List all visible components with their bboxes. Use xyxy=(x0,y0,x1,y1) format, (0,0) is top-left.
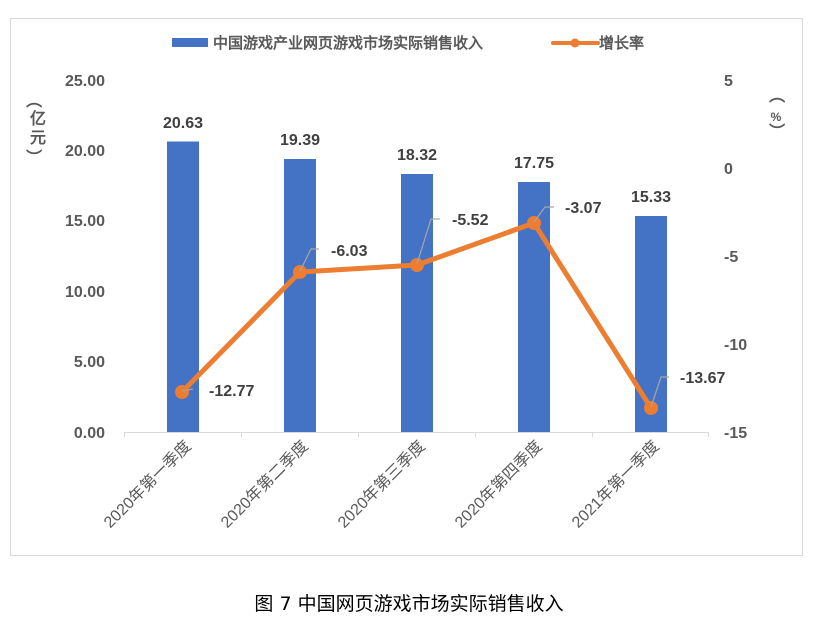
line-value-label: -6.03 xyxy=(331,243,368,260)
x-axis xyxy=(124,432,709,437)
left-tick: 10.00 xyxy=(65,284,105,301)
left-axis-title: （ 亿 元 ） xyxy=(24,92,46,165)
right-axis-ticks: 5 0 -5 -10 -15 xyxy=(724,73,747,442)
bar-q1-2021 xyxy=(635,216,667,432)
right-tick: -15 xyxy=(724,425,747,442)
category-label: 2020年第四季度 xyxy=(451,437,545,531)
bar-q2-2020 xyxy=(284,159,316,432)
bar-value-label: 17.75 xyxy=(514,155,554,172)
legend-line-marker xyxy=(570,38,580,48)
left-tick: 0.00 xyxy=(74,425,105,442)
left-axis-title-paren-open: （ xyxy=(24,92,42,108)
left-tick: 25.00 xyxy=(65,73,105,90)
bar-value-label: 18.32 xyxy=(397,147,437,164)
bar-value-label: 15.33 xyxy=(631,189,671,206)
line-marker xyxy=(644,401,658,415)
right-axis-title-paren-close: ） xyxy=(767,123,785,139)
category-label: 2020年第二季度 xyxy=(217,437,311,531)
bar-value-label: 20.63 xyxy=(163,115,203,132)
line-value-label: -13.67 xyxy=(680,370,725,387)
leader-line xyxy=(650,376,669,408)
bar-labels: 20.63 19.39 18.32 17.75 15.33 xyxy=(163,115,671,206)
right-axis-title-percent: % xyxy=(771,110,782,124)
right-axis-title: （ % ） xyxy=(767,87,785,139)
leader-line xyxy=(181,388,194,392)
line-marker xyxy=(410,258,424,272)
category-label: 2021年第一季度 xyxy=(568,437,662,531)
bar-q3-2020 xyxy=(401,174,433,432)
right-axis-title-paren-open: （ xyxy=(767,87,785,103)
bar-value-label: 19.39 xyxy=(280,132,320,149)
category-label: 2020年第一季度 xyxy=(100,437,194,531)
line-marker xyxy=(175,385,189,399)
line-labels: -12.77 -6.03 -5.52 -3.07 -13.67 xyxy=(209,200,725,400)
category-labels: 2020年第一季度 2020年第二季度 2020年第三季度 2020年第四季度 … xyxy=(100,437,662,531)
chart-frame xyxy=(10,18,803,556)
left-tick: 5.00 xyxy=(74,354,105,371)
left-axis-ticks: 25.00 20.00 15.00 10.00 5.00 0.00 xyxy=(65,73,105,442)
line-value-label: -12.77 xyxy=(209,383,254,400)
legend-line-label: 增长率 xyxy=(599,34,644,52)
category-label: 2020年第三季度 xyxy=(334,437,428,531)
bar-series xyxy=(167,141,667,432)
line-marker xyxy=(527,216,541,230)
right-tick: -5 xyxy=(724,249,738,266)
line-marker xyxy=(293,265,307,279)
left-axis-title-char: 元 xyxy=(30,130,46,147)
line-value-label: -3.07 xyxy=(565,200,602,217)
figure-caption: 图 7 中国网页游戏市场实际销售收入 xyxy=(254,593,564,615)
left-axis-title-paren-close: ） xyxy=(24,149,42,165)
right-tick: 5 xyxy=(724,73,733,90)
leader-line xyxy=(533,206,554,223)
legend-bar-swatch xyxy=(172,38,208,47)
left-axis-title-char: 亿 xyxy=(30,109,46,128)
left-tick: 15.00 xyxy=(65,213,105,230)
right-tick: 0 xyxy=(724,161,733,178)
line-series xyxy=(175,216,658,415)
right-tick: -10 xyxy=(724,337,747,354)
left-tick: 20.00 xyxy=(65,143,105,160)
leader-lines xyxy=(181,206,669,408)
legend: 中国游戏产业网页游戏市场实际销售收入 增长率 xyxy=(172,34,644,52)
leader-line xyxy=(416,218,440,265)
legend-bar-label: 中国游戏产业网页游戏市场实际销售收入 xyxy=(213,34,483,52)
line-value-label: -5.52 xyxy=(452,212,489,229)
leader-line xyxy=(299,248,319,272)
